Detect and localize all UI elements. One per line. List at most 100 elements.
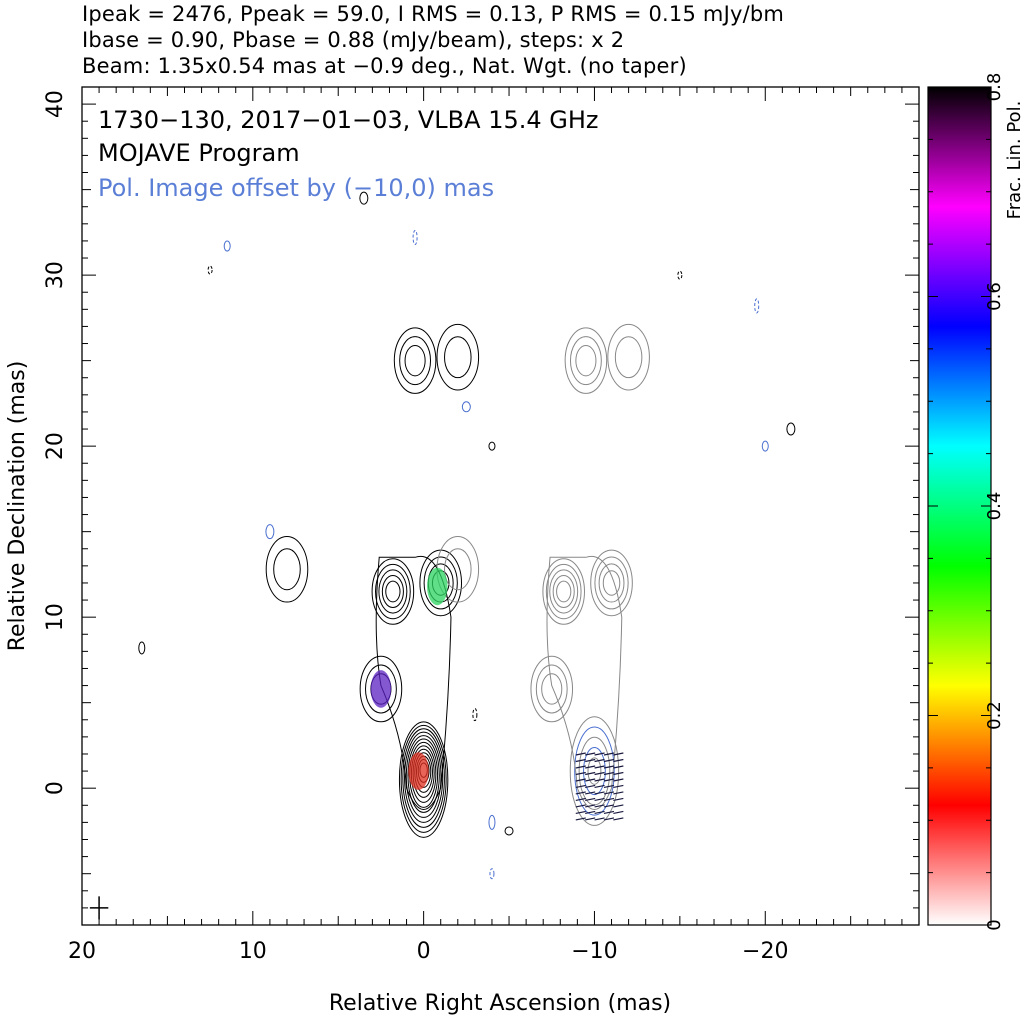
evpa-tick [585, 784, 596, 789]
noise-contour [786, 422, 796, 436]
jet-component-contour [371, 558, 415, 625]
header-line-1: Ipeak = 2476, Ppeak = 59.0, I RMS = 0.13… [82, 2, 785, 26]
evpa-tick [613, 752, 624, 756]
chart-title: 1730−130, 2017−01−03, VLBA 15.4 GHz [98, 106, 599, 134]
noise-contour [677, 270, 683, 280]
evpa-tick [594, 804, 605, 808]
noise-contour [472, 708, 478, 722]
evpa-tick [575, 797, 586, 802]
evpa-tick [585, 804, 596, 808]
offset-jet-envelope-contour [546, 555, 623, 810]
evpa-tick [603, 817, 615, 821]
x-tick-label: 20 [68, 939, 96, 964]
evpa-tick [575, 817, 586, 821]
colorbar-tick-label: 0.6 [984, 282, 1005, 311]
evpa-tick [585, 817, 596, 821]
offset-component-contour [602, 570, 621, 596]
evpa-tick [603, 752, 615, 756]
offset-component-contour [535, 664, 568, 714]
chart-subtitle: MOJAVE Program [98, 139, 300, 167]
colorbar-gradient [927, 86, 992, 926]
noise-contour [488, 814, 496, 830]
offset-component-contour [575, 344, 597, 377]
evpa-tick [613, 778, 624, 782]
evpa-tick [575, 810, 586, 815]
noise-contour [359, 191, 369, 205]
evpa-tick [585, 797, 596, 802]
evpa-tick [603, 778, 615, 782]
offset-component-contour [541, 673, 563, 705]
evpa-tick [603, 784, 615, 789]
jet-component-contour [436, 323, 480, 391]
evpa-tick [603, 765, 615, 769]
colorbar-tick-label: 0.8 [984, 73, 1005, 102]
core-contour [402, 728, 445, 828]
evpa-tick [575, 752, 586, 756]
offset-component-contour [590, 549, 633, 617]
colorbar-label: Frac. Lin. Pol. [1004, 101, 1025, 220]
offset-component-contour [598, 563, 625, 603]
evpa-tick [613, 758, 624, 763]
evpa-tick [594, 758, 605, 763]
offset-component-contour [444, 548, 472, 591]
evpa-tick [613, 804, 624, 808]
evpa-tick [603, 797, 615, 802]
core-contour [400, 724, 447, 833]
evpa-tick [603, 771, 615, 776]
colorbar-tick-label: 0.4 [984, 492, 1005, 521]
evpa-tick [575, 778, 586, 782]
offset-component-contour [556, 580, 572, 603]
evpa-tick [575, 758, 586, 763]
x-axis-label: Relative Right Ascension (mas) [329, 991, 671, 1016]
offset-component-contour [564, 327, 608, 394]
evpa-tick [585, 778, 596, 782]
core-contour [405, 735, 442, 818]
evpa-tick [585, 771, 596, 776]
jet-envelope-contour [375, 555, 452, 810]
noise-contour [207, 265, 213, 275]
noise-contour [461, 401, 471, 413]
jet-component-contour [265, 535, 309, 603]
x-tick-label: −20 [742, 939, 788, 964]
x-tick-label: −10 [571, 939, 617, 964]
evpa-tick [594, 765, 605, 769]
jet-component-contour [273, 548, 301, 591]
evpa-tick [585, 810, 596, 815]
offset-component-contour [607, 323, 650, 391]
jet-component-contour [399, 336, 432, 386]
evpa-tick [613, 784, 624, 789]
x-tick-label: 0 [417, 939, 431, 964]
evpa-tick [603, 791, 615, 795]
jet-component-contour [381, 575, 404, 609]
jet-component-contour [365, 664, 397, 714]
evpa-tick [603, 758, 615, 763]
evpa-tick [585, 791, 596, 795]
evpa-tick [585, 758, 596, 763]
offset-core-contour [574, 726, 615, 816]
offset-component-contour [552, 575, 575, 609]
frac-pol-patch [408, 752, 429, 790]
evpa-tick [613, 817, 624, 821]
jet-component-contour [444, 336, 472, 379]
evpa-tick [613, 797, 624, 802]
y-tick-label: 10 [43, 603, 68, 631]
jet-component-contour [393, 327, 437, 394]
evpa-tick [603, 810, 615, 815]
evpa-tick [594, 752, 605, 756]
y-tick-label: 20 [43, 432, 68, 460]
jet-component-contour [385, 580, 401, 603]
offset-component-contour [549, 569, 579, 614]
evpa-tick [585, 765, 596, 769]
jet-component-contour [359, 655, 403, 723]
evpa-tick [575, 784, 586, 789]
evpa-tick [594, 778, 605, 782]
noise-contour [489, 868, 495, 880]
offset-core-contour [583, 747, 606, 796]
core-contour [404, 731, 444, 823]
colorbar-tick-label: 0 [984, 919, 1005, 930]
jet-component-contour [404, 344, 426, 377]
evpa-tick [585, 752, 596, 756]
evpa-tick [613, 810, 624, 815]
evpa-tick [594, 784, 605, 789]
